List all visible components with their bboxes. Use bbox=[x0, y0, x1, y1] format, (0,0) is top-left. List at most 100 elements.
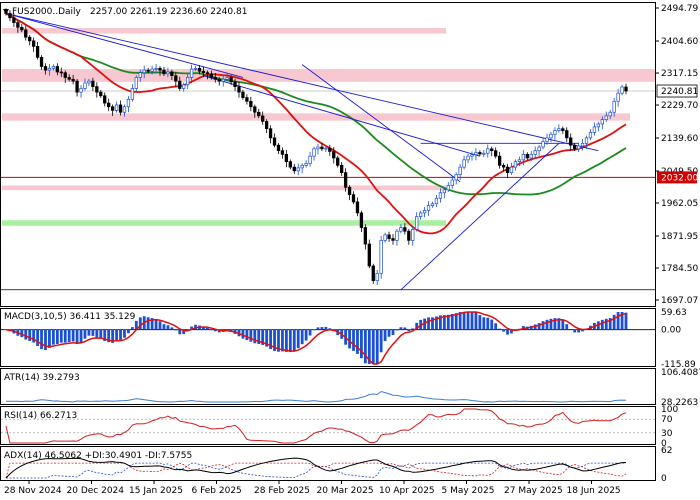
rsi-tick-label: 0 bbox=[661, 439, 667, 449]
candle-body bbox=[332, 151, 336, 159]
macd-bar bbox=[435, 316, 438, 330]
candle-body bbox=[616, 92, 620, 102]
atr-line bbox=[6, 390, 627, 403]
candle-body bbox=[604, 115, 608, 120]
candle-body bbox=[434, 197, 439, 205]
candle-body bbox=[466, 155, 470, 161]
candle-body bbox=[170, 71, 174, 76]
macd-bar bbox=[569, 329, 573, 330]
macd-bar bbox=[158, 321, 162, 330]
candle-body bbox=[162, 69, 166, 75]
candle-body bbox=[209, 73, 214, 78]
last-price-box bbox=[656, 84, 698, 98]
x-tick-label: 20 Mar 2025 bbox=[317, 486, 374, 496]
macd-bar bbox=[577, 329, 581, 333]
candle-body bbox=[91, 80, 95, 87]
candle-body bbox=[249, 100, 253, 108]
macd-bar bbox=[308, 329, 312, 336]
candle-body bbox=[351, 194, 356, 203]
ma-slow-line bbox=[5, 12, 627, 196]
macd-bar bbox=[36, 329, 39, 346]
candle-body bbox=[233, 81, 237, 87]
price-panel bbox=[1, 8, 655, 291]
macd-bar bbox=[470, 312, 474, 330]
macd-bar bbox=[348, 329, 351, 349]
candle-body bbox=[387, 234, 391, 239]
macd-bar bbox=[466, 312, 470, 330]
candle-body bbox=[189, 68, 194, 78]
trendline bbox=[5, 12, 599, 152]
y-tick-label: 1784.50 bbox=[661, 264, 698, 274]
macd-bar bbox=[427, 317, 430, 330]
candle-body bbox=[67, 77, 71, 80]
macd-bar bbox=[411, 328, 415, 330]
macd-bar bbox=[87, 329, 91, 336]
candle-body bbox=[592, 126, 597, 133]
y-tick-label: 2229.70 bbox=[661, 101, 698, 111]
candle-body bbox=[418, 212, 423, 217]
macd-bar bbox=[63, 329, 67, 343]
candle-body bbox=[324, 147, 328, 150]
macd-bar bbox=[209, 329, 213, 331]
macd-bar bbox=[438, 315, 442, 330]
candle-body bbox=[576, 145, 581, 150]
last-price-label: 2240.81 bbox=[661, 87, 698, 97]
macd-tick-label: -115.89 bbox=[661, 360, 696, 370]
macd-bar bbox=[202, 326, 205, 330]
macd-bar bbox=[154, 319, 158, 330]
candle-body bbox=[549, 133, 553, 139]
macd-bar bbox=[20, 329, 24, 338]
macd-bar bbox=[482, 317, 486, 330]
candle-body bbox=[280, 150, 285, 155]
x-tick-label: 15 Jan 2025 bbox=[129, 486, 183, 496]
macd-bar bbox=[454, 313, 458, 330]
macd-bar bbox=[304, 329, 308, 341]
macd-bar bbox=[600, 319, 604, 330]
macd-bar bbox=[494, 323, 498, 330]
y-tick-label: 2139.60 bbox=[661, 134, 698, 144]
macd-bar bbox=[277, 329, 280, 352]
candle-body bbox=[565, 130, 569, 139]
candle-body bbox=[292, 166, 296, 172]
macd-tick-label: 0.00 bbox=[661, 326, 681, 336]
candle-body bbox=[336, 157, 340, 166]
panel-frames bbox=[0, 2, 656, 481]
candle-body bbox=[182, 84, 186, 89]
candle-body bbox=[391, 238, 395, 241]
macd-panel bbox=[1, 311, 655, 365]
macd-bar bbox=[292, 329, 296, 352]
zone-green bbox=[2, 220, 446, 226]
macd-bar bbox=[162, 324, 166, 330]
macd-signal-line bbox=[5, 311, 627, 365]
candle-body bbox=[154, 67, 158, 70]
zone-pink bbox=[2, 185, 446, 191]
candle-body bbox=[229, 77, 233, 83]
candle-body bbox=[612, 100, 616, 113]
macd-bar bbox=[28, 329, 32, 341]
candle-body bbox=[608, 111, 612, 117]
candle-body bbox=[59, 71, 63, 74]
macd-bar bbox=[573, 329, 577, 333]
candle-body bbox=[300, 164, 304, 169]
y-tick-label: 2494.79 bbox=[661, 4, 698, 14]
atr-panel bbox=[6, 390, 627, 403]
candle-body bbox=[375, 272, 379, 281]
collapse-triangle-icon[interactable] bbox=[3, 9, 9, 14]
candle-body bbox=[454, 174, 458, 181]
candle-body bbox=[114, 104, 119, 111]
candle-body bbox=[525, 153, 529, 159]
macd-bar bbox=[257, 329, 261, 344]
candle-body bbox=[186, 77, 190, 86]
rsi-tick-label: 70 bbox=[661, 415, 673, 425]
candle-body bbox=[545, 137, 549, 142]
macd-bar bbox=[553, 318, 557, 330]
candle-body bbox=[529, 153, 533, 159]
candle-body bbox=[316, 146, 320, 150]
candle-body bbox=[95, 86, 99, 93]
candle-body bbox=[501, 164, 506, 168]
macd-bar bbox=[24, 329, 28, 340]
macd-bar bbox=[269, 329, 272, 350]
candle-body bbox=[312, 148, 316, 157]
macd-bar bbox=[134, 320, 138, 330]
candle-body bbox=[205, 72, 210, 75]
